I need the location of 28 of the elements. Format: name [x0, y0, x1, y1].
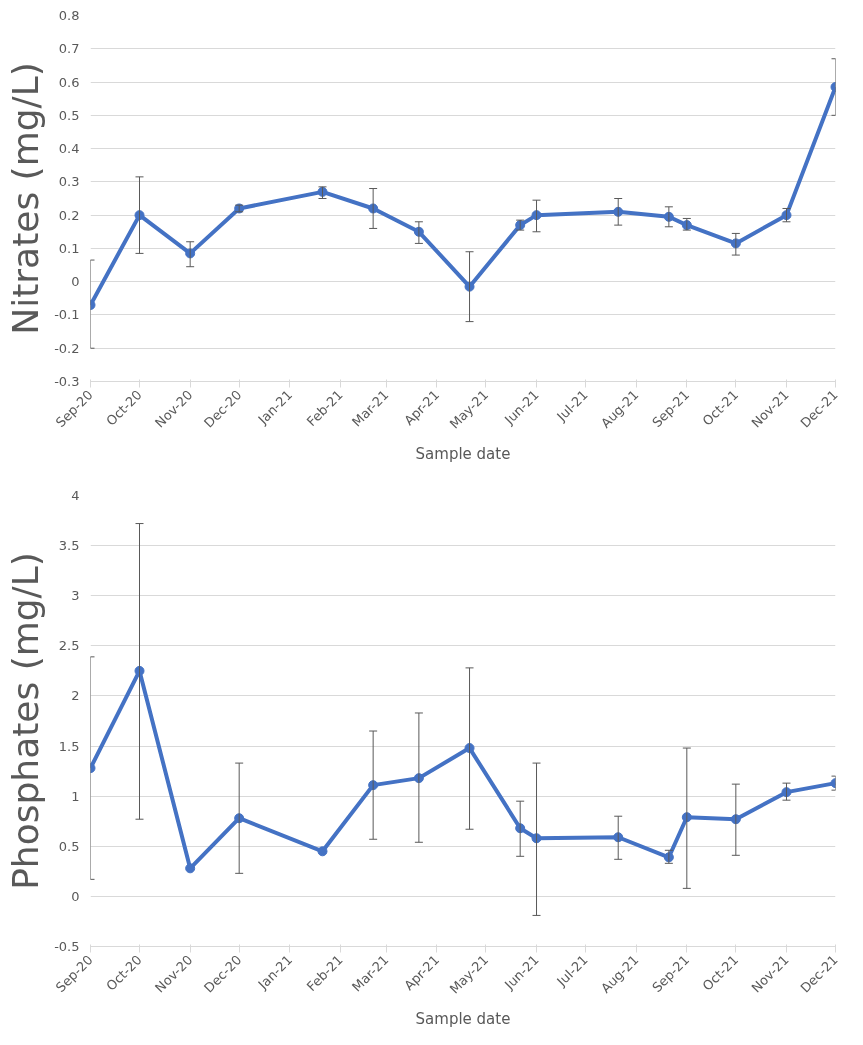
x-axis-title: Sample date: [415, 444, 511, 463]
y-tick-label: 2.5: [58, 638, 80, 654]
y-tick-label: 3: [71, 588, 80, 604]
y-tick-label: 2: [71, 688, 80, 704]
y-tick-label: 0.5: [58, 107, 80, 123]
x-axis-title: Sample date: [415, 1009, 511, 1028]
y-tick-label: 0.3: [58, 174, 80, 190]
y-tick-label: 0.5: [58, 838, 80, 854]
y-tick-label: 1: [71, 788, 80, 804]
y-tick-label: 0.7: [58, 41, 80, 57]
y-tick-label: -0.3: [54, 374, 80, 389]
y-tick-label: 3.5: [58, 538, 80, 554]
y-tick-label: 1.5: [58, 738, 80, 754]
y-tick-label: 0: [71, 888, 80, 904]
y-tick-label: 0: [71, 274, 80, 290]
y-tick-label: -0.5: [54, 939, 80, 954]
y-axis-title: Phosphates (mg/L): [5, 552, 47, 890]
y-tick-label: 0.4: [58, 141, 80, 157]
y-tick-label: 0.8: [58, 8, 80, 23]
y-tick-label: -0.2: [54, 340, 80, 356]
y-tick-label: 0.6: [58, 74, 80, 90]
y-tick-label: 4: [71, 488, 80, 503]
y-axis-title: Nitrates (mg/L): [5, 62, 47, 335]
y-tick-label: 0.1: [58, 240, 80, 256]
point: [185, 863, 196, 874]
y-tick-label: 0.2: [58, 207, 80, 223]
y-tick-label: -0.1: [54, 307, 80, 323]
point: [317, 846, 328, 857]
